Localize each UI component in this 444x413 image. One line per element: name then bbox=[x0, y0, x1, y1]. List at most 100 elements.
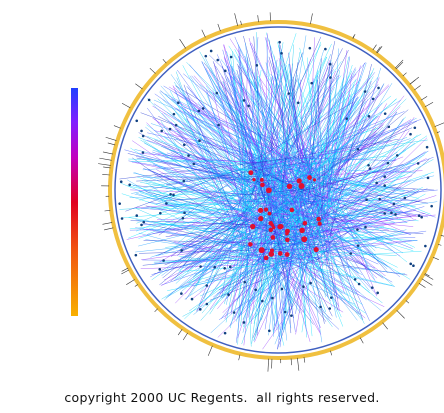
hub-node bbox=[259, 247, 265, 253]
node bbox=[409, 133, 412, 136]
node bbox=[243, 99, 246, 102]
node bbox=[369, 167, 372, 170]
node bbox=[230, 56, 233, 59]
hub-node bbox=[285, 232, 289, 236]
ring-tick bbox=[377, 46, 382, 53]
node bbox=[383, 184, 386, 187]
ring-tick bbox=[104, 228, 113, 230]
node bbox=[243, 281, 246, 284]
ring-tick bbox=[106, 137, 117, 140]
node bbox=[198, 110, 201, 113]
hub-node bbox=[285, 252, 290, 257]
ring-tick bbox=[218, 24, 221, 31]
node bbox=[198, 139, 201, 142]
node bbox=[227, 293, 230, 296]
ring-tick bbox=[421, 96, 427, 100]
node bbox=[404, 197, 407, 200]
node bbox=[384, 112, 387, 115]
hub-node bbox=[287, 184, 292, 189]
hub-node bbox=[266, 187, 272, 193]
ring-tick bbox=[414, 85, 420, 90]
node bbox=[345, 117, 348, 120]
node bbox=[177, 101, 180, 104]
node bbox=[183, 211, 186, 214]
node bbox=[210, 50, 213, 53]
node bbox=[173, 113, 176, 116]
node bbox=[224, 332, 227, 335]
hub-node bbox=[260, 183, 265, 188]
ring-tick bbox=[121, 270, 129, 274]
node bbox=[142, 221, 145, 224]
node bbox=[229, 266, 232, 269]
node bbox=[329, 63, 332, 66]
network-graph bbox=[0, 0, 444, 385]
ring-tick bbox=[126, 279, 134, 284]
ring-tick bbox=[353, 34, 355, 38]
ring-tick bbox=[103, 167, 110, 168]
ring-tick bbox=[155, 309, 158, 312]
node bbox=[309, 282, 312, 285]
node bbox=[383, 212, 386, 215]
ring-tick bbox=[178, 329, 182, 335]
node bbox=[377, 87, 380, 90]
ring-tick bbox=[163, 59, 166, 63]
hub-node bbox=[258, 208, 263, 213]
node bbox=[430, 205, 433, 208]
ring-tick bbox=[122, 103, 130, 108]
hub-node bbox=[297, 178, 302, 183]
node bbox=[205, 284, 208, 287]
ring-tick bbox=[383, 323, 388, 329]
hub-node bbox=[252, 178, 255, 181]
node bbox=[204, 55, 207, 58]
node bbox=[390, 212, 393, 215]
ring-tick bbox=[108, 143, 115, 145]
ring-tick bbox=[310, 13, 312, 24]
node bbox=[427, 177, 430, 180]
ring-tick bbox=[135, 84, 142, 89]
ring-tick bbox=[435, 122, 444, 126]
ring-tick bbox=[202, 30, 206, 38]
node bbox=[368, 115, 371, 118]
node bbox=[206, 303, 209, 306]
ring-tick bbox=[291, 358, 292, 365]
ring-tick bbox=[424, 274, 433, 279]
node bbox=[412, 264, 415, 267]
node bbox=[247, 105, 250, 108]
ring-tick bbox=[180, 39, 186, 48]
node bbox=[160, 130, 163, 133]
node bbox=[121, 217, 124, 220]
node bbox=[426, 146, 429, 149]
hub-node bbox=[269, 228, 274, 233]
node bbox=[243, 321, 246, 324]
ring-tick bbox=[258, 15, 259, 22]
ring-tick bbox=[433, 257, 439, 259]
node bbox=[175, 124, 178, 127]
node bbox=[280, 52, 283, 55]
hub-node bbox=[264, 208, 268, 212]
hub-node bbox=[264, 256, 269, 261]
node bbox=[376, 292, 379, 295]
node bbox=[142, 151, 145, 154]
hub-node bbox=[270, 248, 274, 252]
node bbox=[224, 70, 227, 73]
hub-node bbox=[301, 236, 307, 242]
ring-tick bbox=[103, 152, 113, 154]
ring-tick bbox=[183, 333, 188, 340]
node bbox=[417, 162, 420, 165]
node bbox=[367, 164, 370, 167]
node bbox=[302, 285, 305, 288]
node bbox=[199, 265, 202, 268]
node bbox=[217, 124, 220, 127]
ring-tick bbox=[103, 222, 113, 224]
node bbox=[418, 214, 421, 217]
node bbox=[297, 101, 300, 104]
ring-tick bbox=[422, 279, 433, 286]
node bbox=[309, 47, 312, 50]
node bbox=[192, 163, 195, 166]
node bbox=[349, 252, 352, 255]
ring-tick bbox=[403, 73, 407, 76]
node bbox=[387, 126, 390, 129]
node bbox=[118, 202, 121, 205]
node bbox=[180, 249, 183, 252]
ring-tick bbox=[114, 126, 121, 129]
